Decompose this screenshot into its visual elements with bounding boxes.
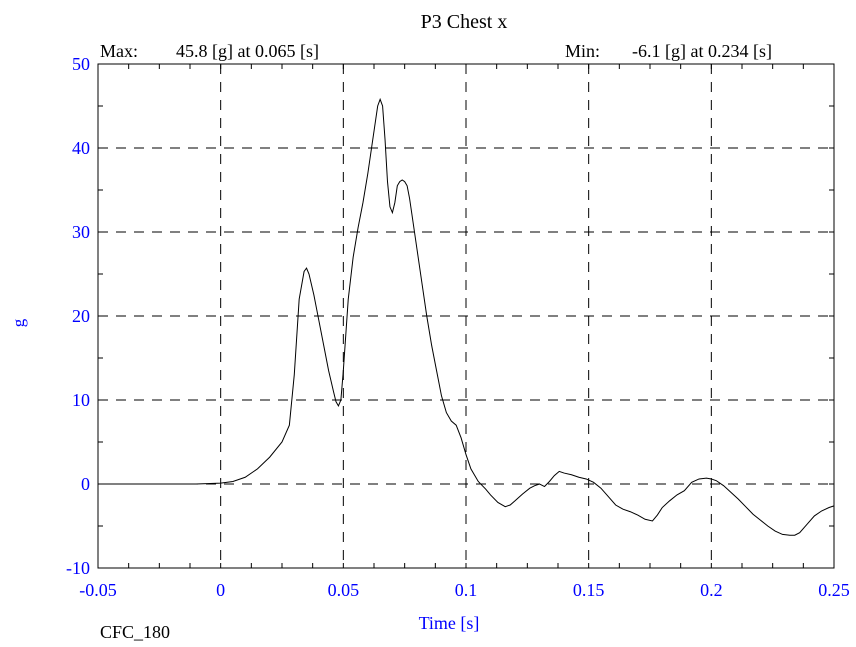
x-tick-label: 0.05 [328,580,360,600]
chart-title: P3 Chest x [421,11,508,33]
min-value: -6.1 [g] at 0.234 [s] [632,41,772,61]
x-tick-label: 0.25 [818,580,850,600]
x-tick-label: -0.05 [79,580,117,600]
y-tick-label: 30 [72,222,90,242]
x-tick-label: 0.1 [455,580,478,600]
x-tick-label: 0 [216,580,225,600]
max-value: 45.8 [g] at 0.065 [s] [176,41,319,61]
plot-frame [97,63,835,569]
grid [98,64,834,568]
x-tick-labels: -0.05 0 0.05 0.1 0.15 0.2 0.25 [79,580,850,600]
y-tick-label: 20 [72,306,90,326]
y-axis-label: g [9,318,28,327]
x-tick-label: 0.15 [573,580,605,600]
max-label: Max: [100,41,138,61]
series-line [98,97,835,536]
y-tick-label: 10 [72,390,90,410]
x-tick-label: 0.2 [700,580,723,600]
y-tick-label: -10 [66,558,90,578]
min-label: Min: [565,41,600,61]
y-tick-label: 0 [81,474,90,494]
minor-ticks [97,63,835,569]
y-tick-labels: -10 0 10 20 30 40 50 [66,54,90,578]
x-axis-label: Time [s] [419,613,480,633]
filter-label: CFC_180 [100,622,170,642]
y-tick-label: 40 [72,138,90,158]
y-tick-label: 50 [72,54,90,74]
